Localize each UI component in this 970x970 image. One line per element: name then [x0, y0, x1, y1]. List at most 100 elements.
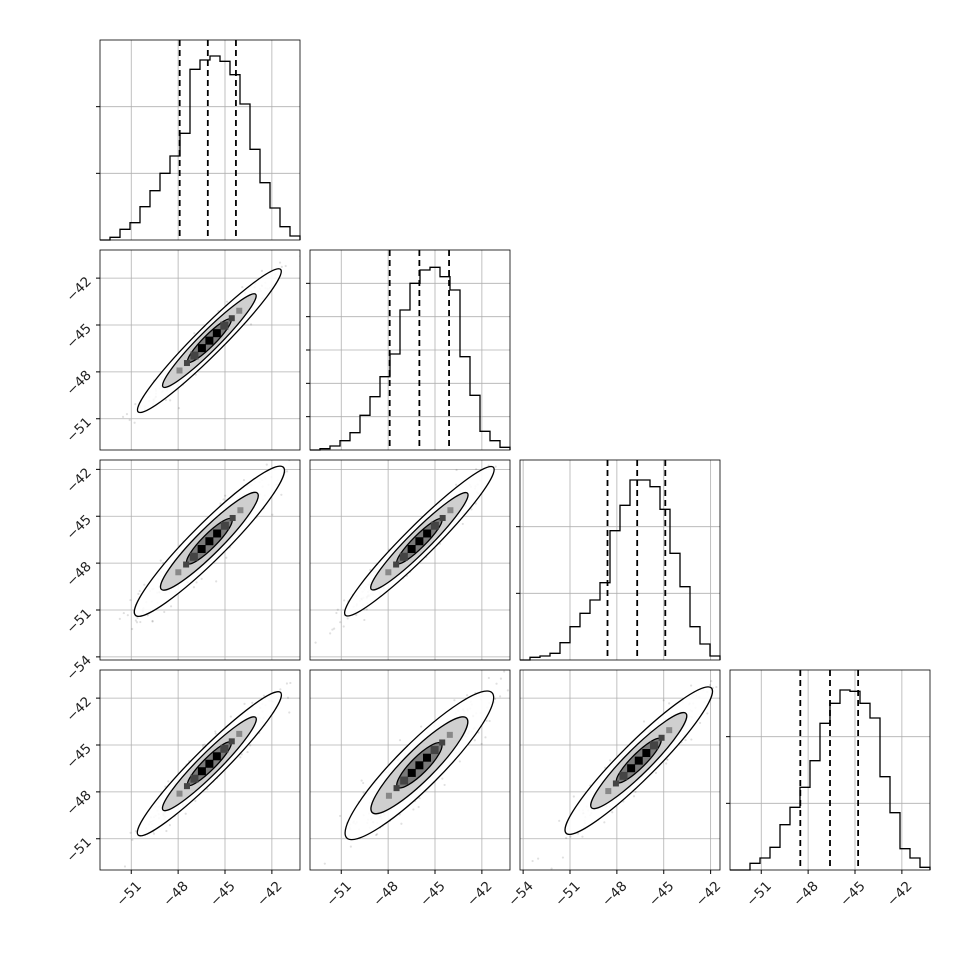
scatter-point	[369, 568, 372, 571]
scatter-point	[495, 682, 498, 685]
scatter-point	[329, 632, 332, 635]
density-cell	[407, 545, 416, 554]
density-cell	[439, 739, 446, 746]
scatter-point	[285, 682, 289, 685]
density-cell	[649, 741, 658, 750]
scatter-point	[239, 756, 242, 759]
density-cell	[605, 788, 612, 795]
density-cell	[393, 785, 400, 792]
scatter-point	[219, 502, 222, 505]
scatter-point	[741, 630, 743, 632]
density-cell	[399, 552, 408, 561]
density-cell	[183, 360, 190, 367]
y-tick-label-1-2: −48	[63, 367, 94, 398]
density-cell	[430, 521, 439, 530]
scatter-point	[117, 875, 119, 877]
scatter-point	[167, 780, 170, 783]
scatter-panel-2-1	[309, 433, 523, 661]
x-tick-label-3-1: −48	[790, 878, 821, 909]
histogram-step-0	[100, 55, 301, 241]
scatter-point	[152, 832, 156, 835]
scatter-point	[420, 725, 423, 728]
scatter-point	[302, 256, 304, 258]
scatter-point	[400, 822, 403, 825]
density-cell	[220, 321, 229, 330]
scatter-point	[726, 681, 728, 683]
scatter-point	[698, 721, 702, 725]
scatter-point	[225, 300, 229, 303]
scatter-point	[143, 583, 146, 586]
scatter-point	[503, 670, 506, 673]
panel-frame-diag-3	[729, 669, 931, 871]
scatter-point	[139, 620, 142, 624]
histogram-step-2	[520, 479, 721, 661]
scatter-point	[343, 599, 346, 602]
scatter-point	[458, 760, 461, 763]
x-tick-label-2-0: −54	[505, 878, 536, 909]
scatter-point	[537, 857, 540, 860]
scatter-point	[499, 695, 502, 698]
scatter-point	[288, 711, 291, 714]
scatter-point	[192, 586, 196, 589]
density-cell	[197, 767, 206, 776]
scatter-panel-3-0	[99, 669, 301, 877]
density-cell	[439, 514, 446, 521]
scatter-panel-3-2	[519, 630, 743, 871]
scatter-point	[654, 771, 658, 775]
scatter-point	[224, 494, 227, 497]
panel-frame-diag-0	[99, 39, 301, 241]
scatter-point	[222, 498, 225, 501]
scatter-point	[360, 779, 363, 782]
scatter-point	[151, 620, 154, 623]
density-cell	[236, 730, 243, 737]
scatter-point	[200, 577, 203, 580]
scatter-point	[338, 814, 342, 818]
density-cell	[385, 569, 392, 576]
scatter-point	[169, 605, 173, 608]
scatter-point	[184, 812, 187, 815]
panel-frame-3-0	[99, 669, 301, 871]
scatter-panel-3-1	[309, 663, 511, 871]
density-cell	[212, 752, 221, 761]
scatter-point	[164, 398, 167, 402]
scatter-point	[521, 433, 523, 435]
scatter-point	[706, 712, 709, 715]
scatter-point	[362, 791, 365, 794]
scatter-point	[201, 744, 205, 747]
x-tick-label-2-3: −45	[646, 878, 677, 909]
scatter-point	[335, 611, 338, 615]
scatter-point	[125, 413, 129, 416]
scatter-point	[494, 465, 497, 468]
x-tick-label-0-2: −45	[207, 878, 238, 909]
scatter-point	[164, 785, 167, 788]
scatter-point	[502, 663, 504, 665]
y-tick-label-1-3: −51	[63, 414, 94, 445]
scatter-point	[131, 838, 134, 841]
density-cell	[447, 507, 454, 514]
scatter-point	[375, 833, 379, 836]
panel-frame-2-0	[99, 459, 301, 661]
x-tick-label-0-3: −42	[254, 878, 285, 909]
y-tick-label-1-1: −45	[63, 321, 94, 352]
density-cell	[423, 529, 432, 538]
scatter-point	[336, 608, 339, 611]
scatter-point	[168, 823, 171, 827]
scatter-point	[362, 781, 365, 785]
scatter-point	[128, 418, 131, 422]
panel-frame-diag-2	[519, 459, 721, 661]
scatter-point	[565, 836, 568, 840]
scatter-content-2-0	[118, 460, 291, 631]
scatter-point	[121, 415, 125, 418]
scatter-content-2-1	[314, 433, 523, 644]
scatter-point	[558, 819, 561, 822]
scatter-point	[214, 730, 217, 733]
scatter-point	[278, 261, 282, 264]
scatter-point	[727, 686, 729, 688]
scatter-point	[203, 743, 206, 746]
scatter-point	[163, 610, 166, 614]
scatter-point	[576, 832, 580, 835]
scatter-point	[123, 865, 127, 868]
density-cell	[422, 753, 431, 762]
density-cell	[205, 759, 214, 768]
density-cell	[642, 749, 651, 758]
